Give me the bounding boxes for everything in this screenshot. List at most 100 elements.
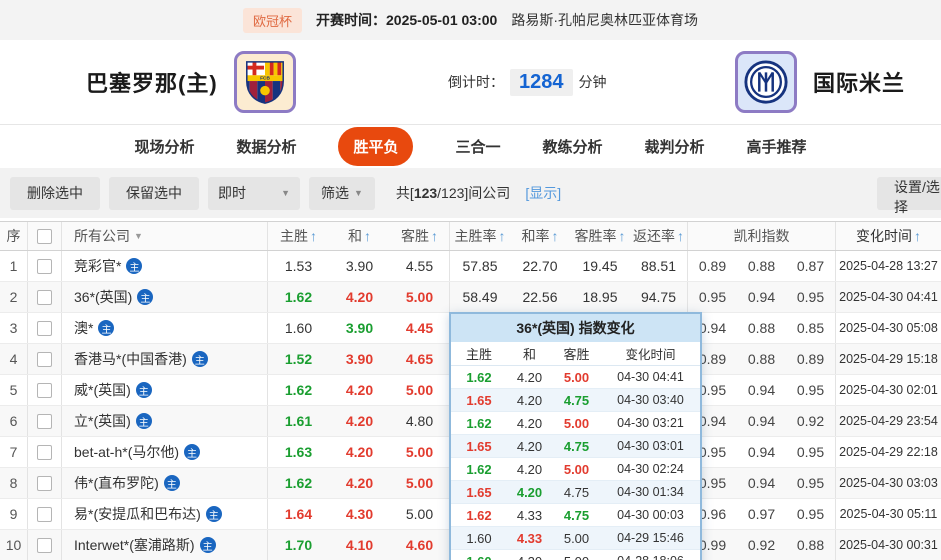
company-cell[interactable]: bet-at-h*(马尔他) 主 [62,437,268,467]
away-rate-cell: 18.95 [582,289,618,305]
row-checkbox[interactable] [37,444,52,460]
popup-draw-odds: 4.20 [516,415,543,431]
draw-rate-header[interactable]: 和率 ↑ [521,228,559,244]
keep-selected-button[interactable]: 保留选中 [109,176,199,210]
kelly-draw-cell: 0.88 [747,351,776,367]
draw-odds-header[interactable]: 和 ↑ [348,228,371,244]
company-cell[interactable]: 香港马*(中国香港) 主 [62,344,268,374]
away-odds-cell: 5.00 [390,499,450,529]
home-badge-icon: 主 [98,320,115,336]
row-checkbox[interactable] [37,258,52,274]
sort-asc-icon: ↑ [618,228,626,244]
popup-row: 1.65 4.20 4.75 04-30 03:40 [451,389,700,412]
tab-数据分析[interactable]: 数据分析 [236,139,297,156]
row-checkbox[interactable] [37,351,52,367]
change-time-cell: 2025-04-28 13:27 [839,259,938,273]
kelly-away-cell: 0.85 [786,313,836,343]
popup-draw-odds: 4.33 [516,507,543,523]
popup-change-time: 04-30 03:01 [617,439,684,453]
draw-odds-cell: 3.90 [345,320,374,336]
company-cell[interactable]: 威*(英国) 主 [62,375,268,405]
company-cell[interactable]: Interwet*(塞浦路斯) 主 [62,530,268,560]
company-name: 澳* [74,320,94,336]
league-badge: 欧冠杯 [243,7,303,33]
company-cell[interactable]: 澳* 主 [62,313,268,343]
countdown-label: 倒计时： [448,74,504,90]
company-header[interactable]: 所有公司 ▼ [62,222,268,250]
away-rate-header[interactable]: 客胜率 ↑ [574,228,626,244]
tab-现场分析[interactable]: 现场分析 [134,139,195,156]
row-checkbox[interactable] [37,537,52,553]
row-seq: 8 [0,468,28,498]
show-link[interactable]: [显示] [525,185,562,201]
company-cell[interactable]: 36*(英国) 主 [62,282,268,312]
home-odds-cell: 1.62 [284,475,313,491]
popup-change-time: 04-30 03:21 [617,416,684,430]
change-time-cell: 2025-04-29 23:54 [839,414,938,428]
sort-asc-icon: ↑ [677,228,684,244]
home-badge-icon: 主 [135,413,152,429]
row-checkbox[interactable] [37,475,52,491]
caret-down-icon: ▼ [354,188,363,198]
tab-高手推荐[interactable]: 高手推荐 [746,139,807,156]
row-seq: 4 [0,344,28,374]
kickoff-time: 开赛时间：2025-05-01 03:00 [316,12,498,28]
filter-label: 筛选 [321,185,349,201]
kelly-away-cell: 0.92 [786,406,836,436]
kelly-home-cell: 0.96 [698,506,727,522]
draw-odds-cell: 4.10 [345,537,374,553]
return-rate-header[interactable]: 返还率 ↑ [630,222,688,250]
company-cell[interactable]: 竞彩官* 主 [62,251,268,281]
seq-header: 序 [0,222,28,250]
table-row[interactable]: 1 竞彩官* 主 1.53 3.90 4.55 57.85 22.70 19.45… [0,251,941,282]
row-checkbox[interactable] [37,320,52,336]
company-name: 易*(安提瓜和巴布达) [74,506,201,522]
settings-select-button[interactable]: 设置/选择 [877,177,941,215]
instant-odds-dropdown[interactable]: 即时 ▼ [208,176,300,210]
home-odds-cell: 1.52 [284,351,313,367]
row-checkbox[interactable] [37,506,52,522]
popup-home-odds: 1.60 [466,530,492,546]
away-odds-cell: 4.45 [390,313,450,343]
company-name: 伟*(直布罗陀) [74,475,159,491]
change-time-cell: 2025-04-30 04:41 [839,290,938,304]
home-badge-icon: 主 [191,351,208,367]
odds-table-header: 序 所有公司 ▼ 主胜 ↑ 和 ↑ 客胜 ↑ 主胜率 ↑ 和率 ↑ 客胜率 ↑ 返还率 ↑ 凯利… [0,221,941,251]
filter-dropdown[interactable]: 筛选 ▼ [309,176,375,210]
delete-selected-button[interactable]: 删除选中 [10,176,100,210]
barcelona-logo-icon: FCB [233,51,296,113]
home-odds-cell: 1.62 [284,382,313,398]
company-cell[interactable]: 伟*(直布罗陀) 主 [62,468,268,498]
kelly-away-cell: 0.95 [786,468,836,498]
tab-教练分析[interactable]: 教练分析 [542,139,603,156]
away-odds-cell: 5.00 [390,375,450,405]
tab-裁判分析[interactable]: 裁判分析 [644,139,705,156]
popup-row: 1.62 4.20 5.00 04-30 04:41 [451,366,700,389]
row-checkbox[interactable] [37,413,52,429]
row-checkbox[interactable] [37,382,52,398]
row-seq: 7 [0,437,28,467]
table-row[interactable]: 2 36*(英国) 主 1.62 4.20 5.00 58.49 22.56 18… [0,282,941,313]
popup-title: 36*(英国) 指数变化 [451,314,700,342]
kelly-away-cell: 0.95 [786,282,836,312]
kelly-away-cell: 0.87 [786,251,836,281]
company-cell[interactable]: 易*(安提瓜和巴布达) 主 [62,499,268,529]
tab-三合一[interactable]: 三合一 [455,139,501,156]
change-time-header[interactable]: 变化时间 ↑ [856,228,921,244]
row-checkbox[interactable] [37,289,52,305]
select-all-checkbox[interactable] [37,228,52,244]
popup-change-time: 04-30 00:03 [617,508,684,522]
tab-胜平负[interactable]: 胜平负 [338,127,414,166]
popup-row: 1.65 4.20 4.75 04-30 03:01 [451,435,700,458]
kelly-draw-cell: 0.88 [747,320,776,336]
row-check-cell [28,375,62,405]
kelly-home-cell: 0.95 [698,289,727,305]
change-time-cell: 2025-04-29 15:18 [839,352,938,366]
popup-change-time: 04-29 15:46 [617,531,684,545]
company-cell[interactable]: 立*(英国) 主 [62,406,268,436]
away-odds-header[interactable]: 客胜 ↑ [390,222,450,250]
home-odds-header[interactable]: 主胜 ↑ [280,228,317,244]
home-rate-header[interactable]: 主胜率 ↑ [454,228,506,244]
countdown-chip: 1284 [510,68,573,96]
odds-change-popup: 36*(英国) 指数变化 主胜 和 客胜 变化时间 1.62 4.20 5.00… [449,312,702,560]
